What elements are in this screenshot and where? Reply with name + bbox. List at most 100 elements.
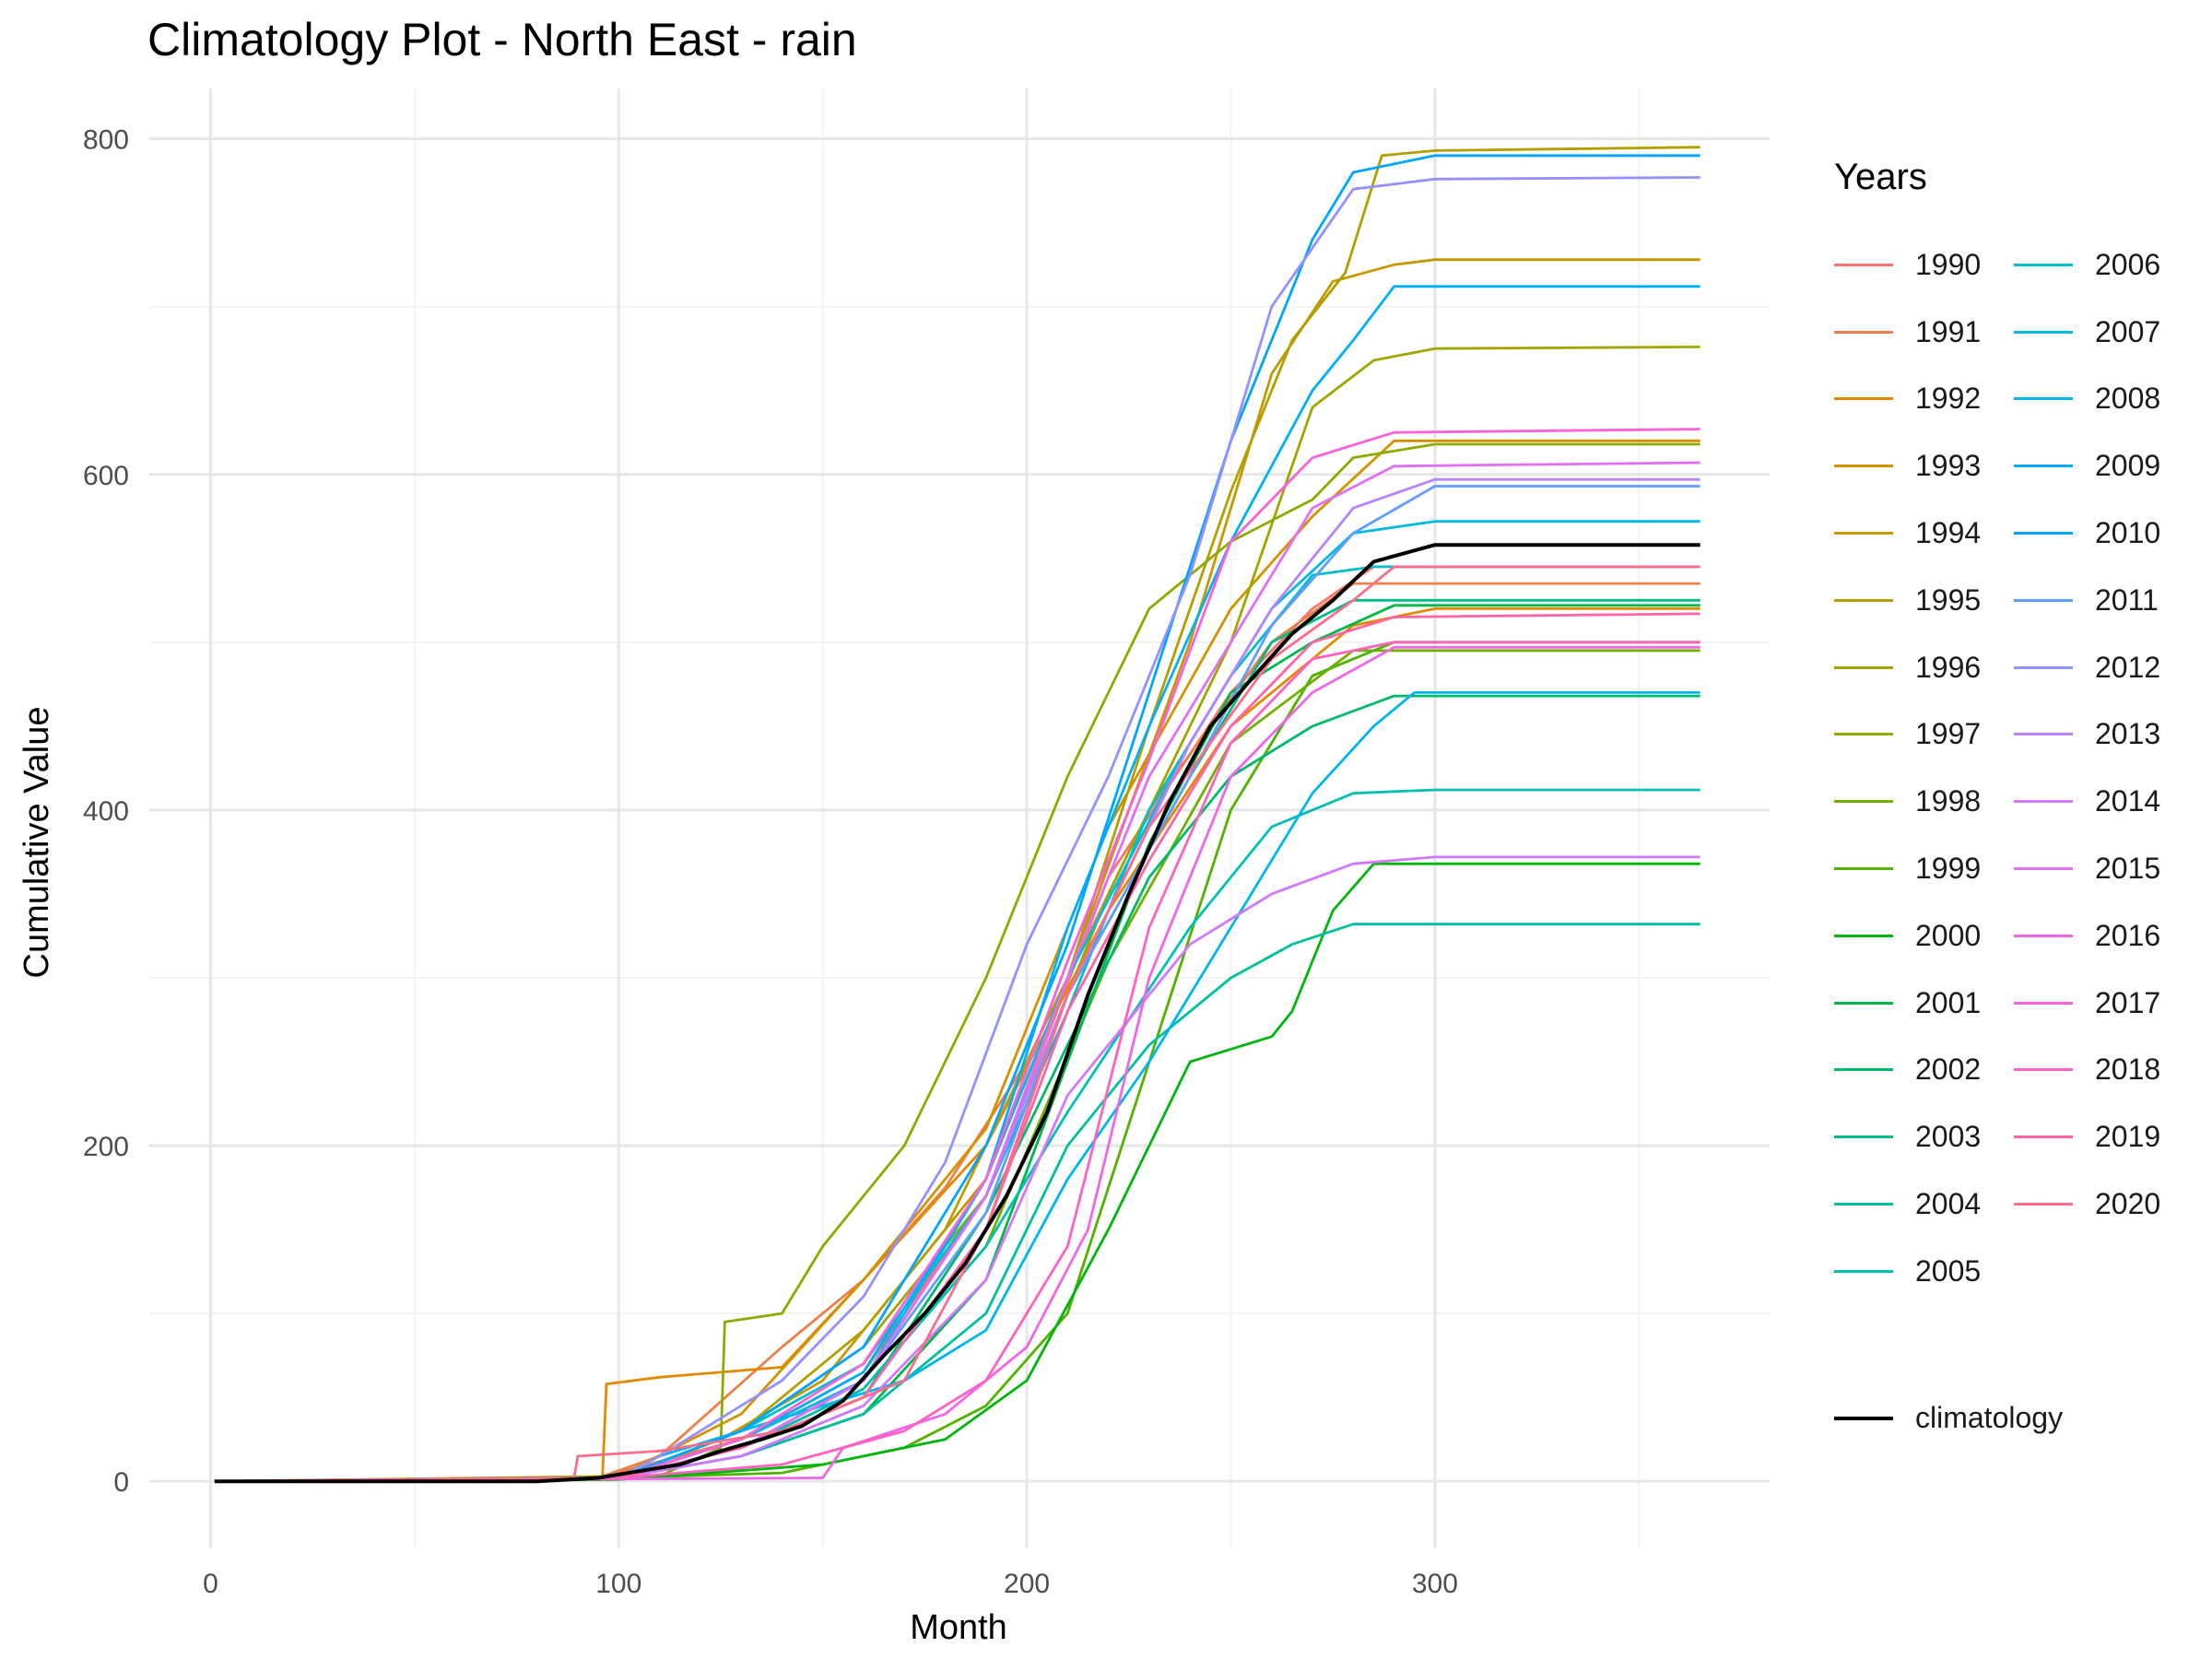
legend-key-2011 — [2014, 598, 2073, 602]
x-tick-label: 100 — [595, 1569, 641, 1599]
legend-label-2015: 2015 — [2095, 852, 2161, 886]
legend-label-1992: 1992 — [1915, 382, 1982, 416]
legend-item-1992: 1992 — [1834, 366, 2014, 433]
legend-key-1999 — [1834, 867, 1893, 871]
x-tick-label: 300 — [1412, 1569, 1458, 1599]
legend-key-2013 — [2014, 733, 2073, 736]
legend-label-2011: 2011 — [2095, 582, 2159, 617]
legend-label-1998: 1998 — [1915, 784, 1982, 818]
legend-label-2006: 2006 — [2095, 247, 2161, 281]
y-tick-label: 0 — [113, 1467, 129, 1498]
legend-columns: 1990 1991 1992 1993 1994 1995 1996 1997 1998 1999… — [1834, 231, 2194, 1305]
legend-key-2005 — [1834, 1269, 1893, 1273]
series-line-2008 — [214, 691, 1700, 1483]
legend-key-2000 — [1834, 934, 1893, 937]
legend-label-2009: 2009 — [2095, 449, 2161, 483]
legend-key-2018 — [2014, 1068, 2073, 1072]
series-line-2002 — [214, 694, 1700, 1483]
legend-item-2011: 2011 — [2014, 567, 2194, 634]
legend-key-2007 — [2014, 330, 2073, 334]
series-line-1991 — [214, 582, 1700, 1483]
legend-key-2002 — [1834, 1068, 1893, 1072]
legend-item-2000: 2000 — [1834, 902, 2014, 970]
legend-key-1990 — [1834, 263, 1893, 266]
grid-lines — [149, 88, 1770, 1548]
axes: 0 100 200 300 0 200 400 600 800 — [83, 125, 1458, 1599]
legend-item-climatology: climatology — [1834, 1401, 2063, 1435]
legend-item-1990: 1990 — [1834, 231, 2014, 299]
legend-key-1993 — [1834, 465, 1893, 468]
y-tick-label: 200 — [83, 1132, 129, 1162]
legend-key-2015 — [2014, 867, 2073, 871]
chart-title: Climatology Plot - North East - rain — [147, 14, 857, 65]
legend-label-1991: 1991 — [1915, 314, 1982, 348]
legend-column-2: 2006 2007 2008 2009 2010 2011 2012 2013 2014 2015… — [2014, 231, 2194, 1305]
legend-key-2008 — [2014, 397, 2073, 401]
legend-label-2001: 2001 — [1915, 985, 1982, 1019]
x-tick-label: 0 — [203, 1569, 218, 1599]
legend-key-climatology — [1834, 1416, 1893, 1420]
legend-item-1999: 1999 — [1834, 835, 2014, 902]
legend-item-2019: 2019 — [2014, 1103, 2194, 1171]
series-line-2014 — [214, 855, 1700, 1483]
series-line-2012 — [214, 176, 1700, 1483]
series-line-2019 — [214, 612, 1700, 1483]
legend-key-1994 — [1834, 532, 1893, 535]
legend-key-1992 — [1834, 397, 1893, 401]
legend-label-2004: 2004 — [1915, 1187, 1982, 1221]
legend-item-2020: 2020 — [2014, 1171, 2194, 1238]
legend-item-2016: 2016 — [2014, 902, 2194, 970]
legend-key-1996 — [1834, 665, 1893, 669]
legend-key-2017 — [2014, 1001, 2073, 1005]
legend-item-2017: 2017 — [2014, 970, 2194, 1037]
legend-item-2001: 2001 — [1834, 970, 2014, 1037]
x-tick-label: 200 — [1004, 1569, 1050, 1599]
x-axis-label: Month — [910, 1608, 1007, 1647]
legend-item-2009: 2009 — [2014, 432, 2194, 500]
y-tick-label: 800 — [83, 125, 129, 156]
legend-label-2010: 2010 — [2095, 516, 2161, 550]
series-line-1994 — [214, 258, 1700, 1483]
legend-label-2013: 2013 — [2095, 717, 2161, 751]
legend-item-2005: 2005 — [1834, 1238, 2014, 1305]
legend-item-1993: 1993 — [1834, 432, 2014, 500]
legend-label-1994: 1994 — [1915, 516, 1982, 550]
legend-key-2016 — [2014, 934, 2073, 937]
series-line-2020 — [214, 565, 1700, 1483]
legend-label-2018: 2018 — [2095, 1053, 2161, 1087]
legend-label-1990: 1990 — [1915, 247, 1982, 281]
legend-item-2015: 2015 — [2014, 835, 2194, 902]
legend-item-2010: 2010 — [2014, 500, 2194, 567]
legend-key-1998 — [1834, 800, 1893, 804]
series-line-2013 — [214, 477, 1700, 1483]
legend-key-2006 — [2014, 263, 2073, 266]
legend-item-2004: 2004 — [1834, 1171, 2014, 1238]
series-line-1999 — [214, 641, 1700, 1483]
legend-key-1991 — [1834, 330, 1893, 334]
legend-label-climatology: climatology — [1915, 1401, 2064, 1434]
legend-label-2002: 2002 — [1915, 1053, 1982, 1087]
legend-label-2019: 2019 — [2095, 1120, 2161, 1154]
legend-key-2020 — [2014, 1203, 2073, 1206]
legend-item-2003: 2003 — [1834, 1103, 2014, 1171]
series-line-1990 — [214, 565, 1700, 1483]
series-line-1997 — [214, 442, 1700, 1483]
legend-label-2016: 2016 — [2095, 918, 2161, 952]
legend-item-2002: 2002 — [1834, 1037, 2014, 1104]
legend-label-1995: 1995 — [1915, 582, 1982, 617]
legend-label-2017: 2017 — [2095, 985, 2161, 1019]
series-line-climatology — [214, 543, 1700, 1484]
legend-key-2009 — [2014, 465, 2073, 468]
series-line-2018 — [214, 641, 1700, 1483]
legend-key-1997 — [1834, 733, 1893, 736]
legend-label-2020: 2020 — [2095, 1187, 2161, 1221]
legend-item-1998: 1998 — [1834, 768, 2014, 835]
legend-item-2007: 2007 — [2014, 299, 2194, 366]
series-line-2011 — [214, 485, 1700, 1483]
legend-item-2008: 2008 — [2014, 366, 2194, 433]
legend-key-2003 — [1834, 1135, 1893, 1139]
legend-label-2007: 2007 — [2095, 314, 2161, 348]
legend: Years 1990 1991 1992 1993 1994 1995 1996 1997 19… — [1834, 157, 2194, 1305]
legend-key-2001 — [1834, 1001, 1893, 1005]
